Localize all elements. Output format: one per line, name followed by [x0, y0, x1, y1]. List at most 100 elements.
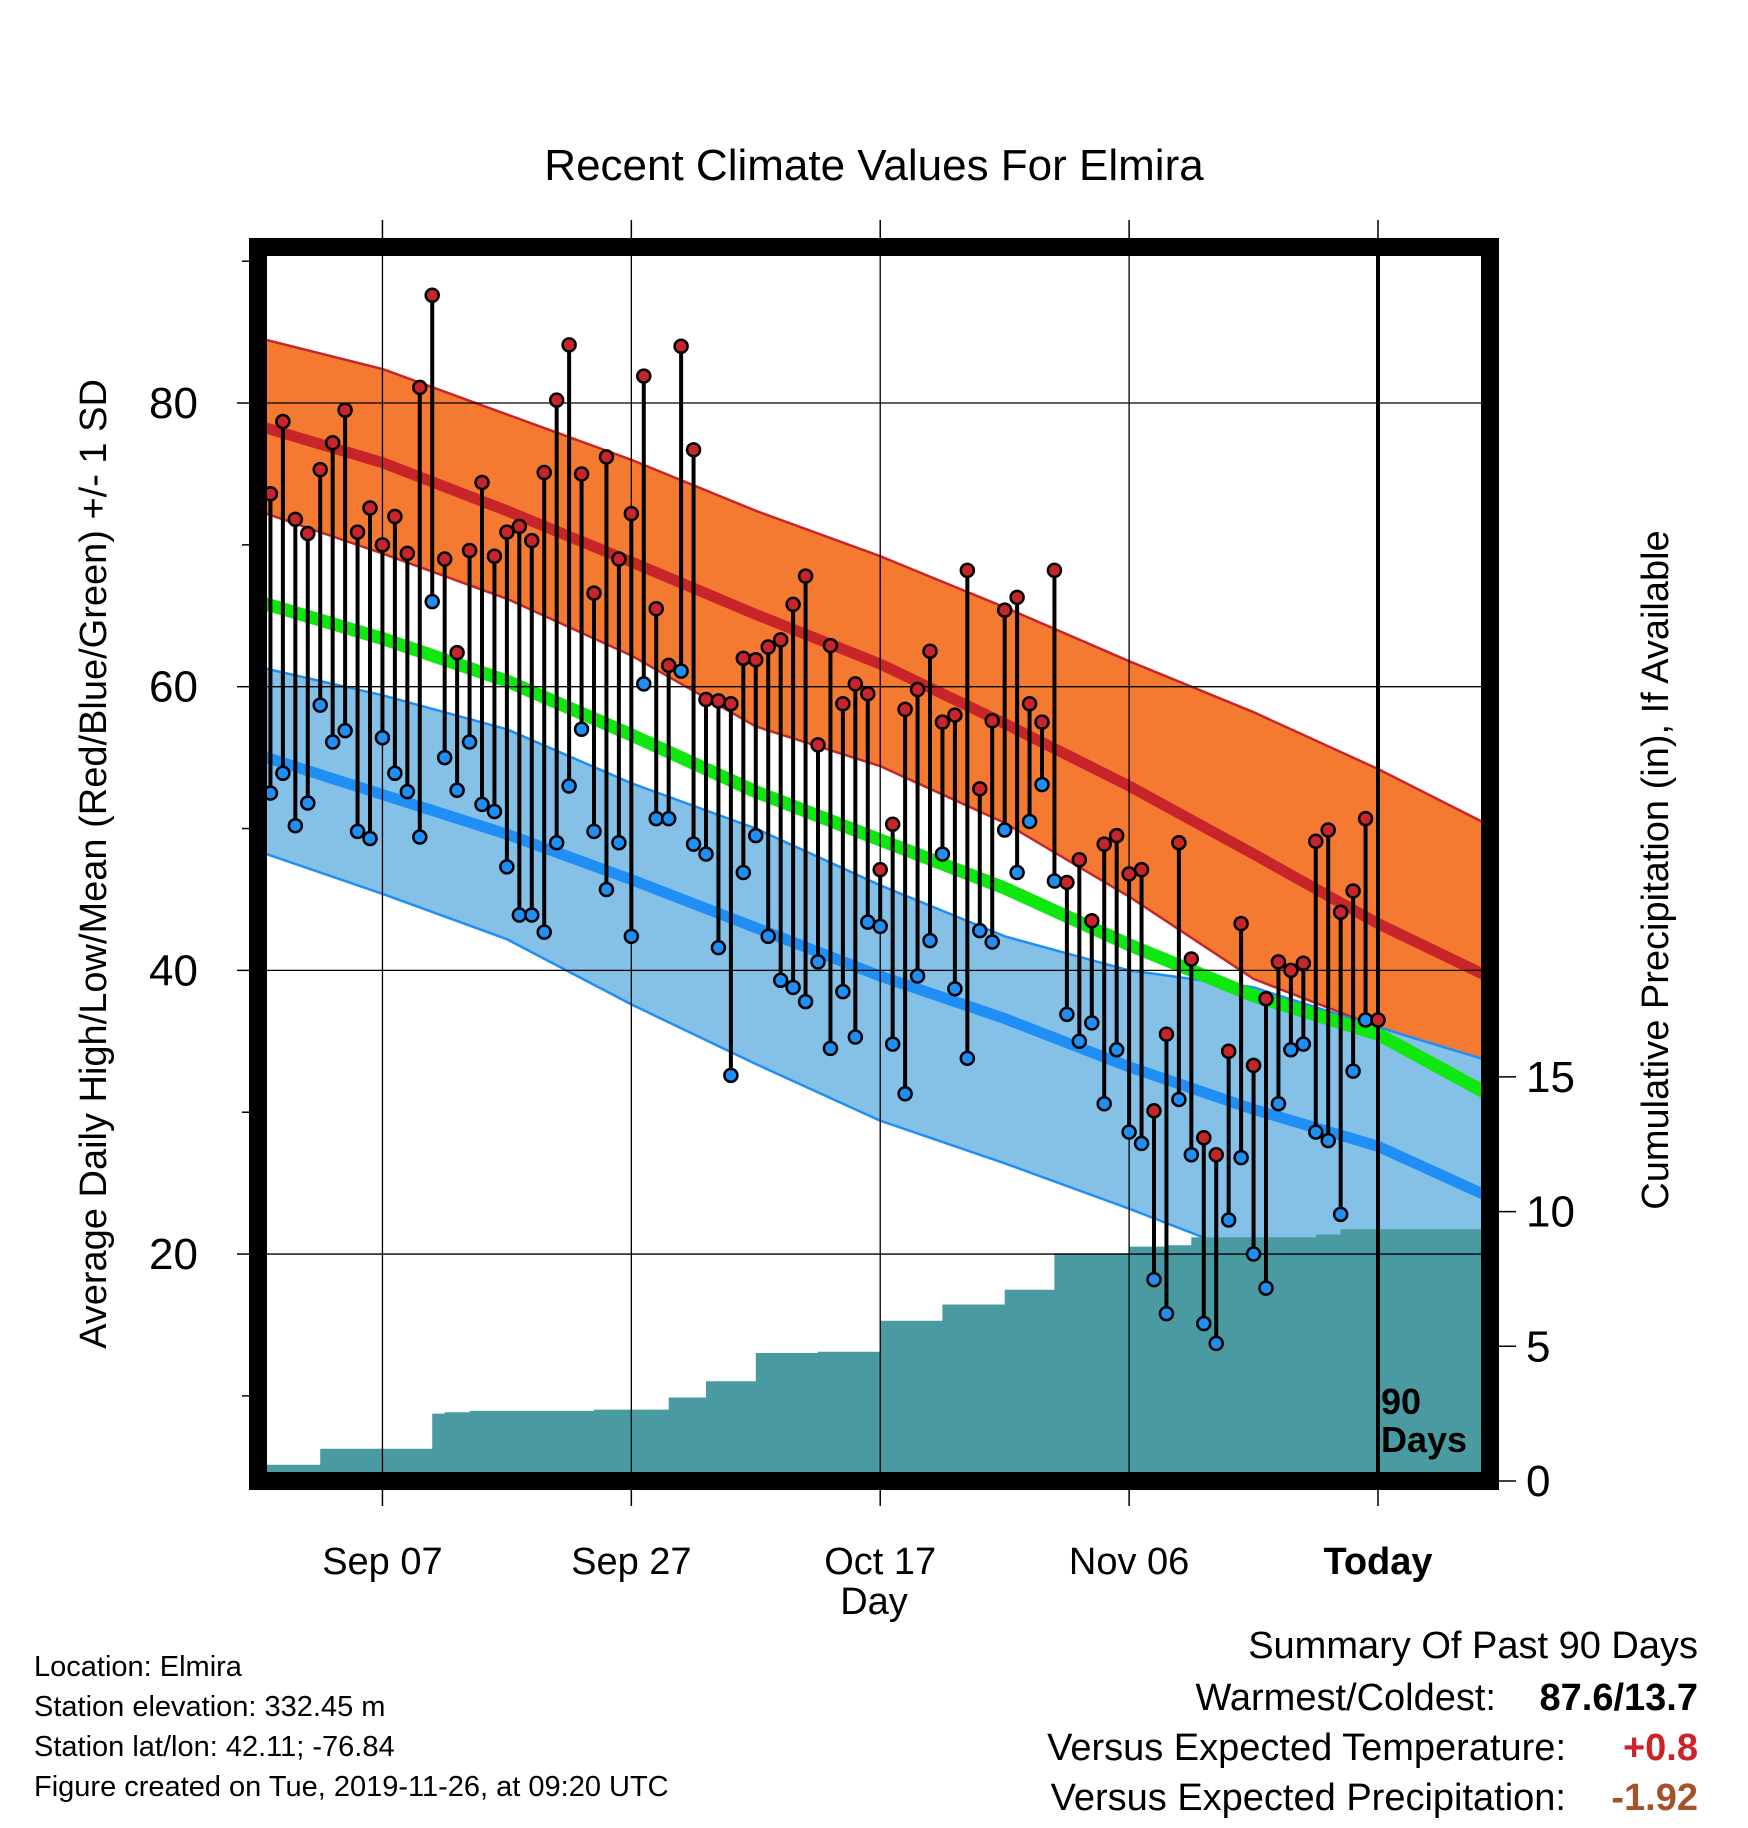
temp-label: Versus Expected Temperature:	[1047, 1727, 1566, 1769]
daily-high-point	[1108, 827, 1125, 844]
daily-high-point	[424, 287, 440, 303]
daily-high-point	[573, 466, 590, 482]
daily-low-point	[748, 827, 764, 844]
daily-high-point	[499, 524, 515, 540]
daily-high-point	[934, 714, 951, 730]
x-tick-label: Oct 17	[824, 1541, 936, 1583]
daily-low-point	[710, 939, 727, 956]
daily-low-point	[337, 722, 353, 739]
daily-high-point	[996, 602, 1013, 618]
precip-label: Versus Expected Precipitation:	[1051, 1777, 1566, 1819]
daily-low-point	[362, 830, 378, 847]
daily-low-point	[1009, 864, 1025, 881]
precip-departure-value: -1.92	[1611, 1777, 1698, 1819]
daily-high-point	[860, 686, 876, 702]
daily-high-point	[598, 449, 615, 465]
daily-high-point	[1320, 822, 1336, 838]
daily-low-point	[1183, 1147, 1200, 1163]
daily-low-point	[996, 822, 1013, 838]
daily-high-point	[511, 518, 528, 535]
daily-high-point	[1295, 955, 1312, 972]
daily-high-point	[1059, 874, 1075, 891]
daily-low-point	[287, 817, 304, 834]
daily-low-point	[860, 914, 876, 930]
daily-high-point	[1270, 954, 1287, 970]
daily-high-point	[1283, 962, 1299, 979]
daily-low-point	[1046, 873, 1063, 889]
daily-high-point	[947, 707, 963, 723]
daily-high-point	[1332, 904, 1349, 920]
daily-low-point	[1308, 1124, 1324, 1140]
daily-low-point	[1283, 1042, 1299, 1058]
daily-low-point	[349, 823, 366, 840]
daily-high-point	[412, 379, 428, 396]
daily-low-point	[822, 1040, 839, 1057]
y2-tick-label: 0	[1526, 1457, 1550, 1506]
daily-low-point	[1108, 1042, 1125, 1058]
daily-high-point	[1121, 866, 1137, 882]
y2-tick-label: 10	[1526, 1188, 1575, 1237]
daily-high-point	[1046, 562, 1063, 579]
daily-low-point	[698, 846, 714, 862]
y-tick-label: 60	[149, 663, 198, 712]
daily-high-point	[710, 693, 727, 709]
daily-high-point	[984, 712, 1000, 729]
daily-low-point	[312, 697, 328, 713]
daily-low-point	[324, 734, 341, 750]
daily-low-point	[561, 778, 577, 794]
daily-high-point	[909, 681, 926, 698]
daily-high-point	[1208, 1147, 1224, 1163]
daily-low-point	[623, 928, 640, 945]
daily-high-point	[1171, 834, 1187, 851]
daily-high-point	[374, 537, 391, 553]
daily-low-point	[1059, 1006, 1075, 1023]
daily-high-point	[648, 600, 664, 617]
x-tick-label: Sep 07	[322, 1541, 442, 1583]
daily-high-point	[1308, 833, 1324, 850]
daily-high-point	[399, 545, 416, 562]
x-tick-label: Sep 27	[571, 1541, 691, 1583]
daily-high-point	[760, 639, 776, 655]
daily-low-point	[797, 993, 814, 1010]
daily-high-point	[623, 505, 640, 522]
daily-low-point	[648, 810, 664, 827]
daily-high-point	[1133, 861, 1150, 878]
y2-tick-label: 15	[1526, 1053, 1575, 1102]
daily-low-point	[536, 924, 552, 940]
daily-high-point	[449, 644, 465, 661]
daily-high-point	[673, 338, 689, 355]
daily-high-point	[1034, 714, 1050, 730]
temp-departure-value: +0.8	[1623, 1727, 1698, 1769]
daily-low-point	[636, 676, 652, 692]
daily-low-point	[1345, 1063, 1361, 1079]
daily-low-point	[1320, 1132, 1336, 1149]
daily-high-point	[922, 643, 938, 659]
daily-high-point	[785, 596, 801, 613]
daily-high-point	[586, 585, 602, 601]
daily-low-point	[1295, 1036, 1312, 1052]
daily-high-point	[362, 500, 378, 516]
x-tick-label: Nov 06	[1069, 1541, 1189, 1583]
daily-low-point	[387, 765, 403, 781]
daily-low-point	[1146, 1271, 1162, 1288]
daily-high-point	[897, 701, 913, 718]
daily-high-point	[548, 392, 565, 408]
daily-high-point	[872, 861, 888, 878]
days-marker-word: Days	[1381, 1419, 1467, 1460]
daily-high-point	[349, 524, 366, 540]
daily-high-point	[797, 568, 814, 584]
daily-low-point	[760, 928, 776, 945]
daily-low-point	[486, 803, 503, 820]
daily-high-point	[1258, 990, 1274, 1007]
daily-high-point	[337, 402, 353, 418]
daily-high-point	[698, 691, 714, 708]
daily-low-point	[660, 810, 677, 827]
daily-high-point	[312, 461, 328, 478]
daily-high-point	[1021, 695, 1038, 712]
daily-low-point	[611, 834, 627, 851]
daily-low-point	[984, 934, 1000, 950]
daily-low-point	[412, 829, 428, 845]
daily-high-point	[287, 511, 304, 528]
daily-low-point	[959, 1050, 976, 1067]
daily-high-point	[822, 637, 839, 654]
